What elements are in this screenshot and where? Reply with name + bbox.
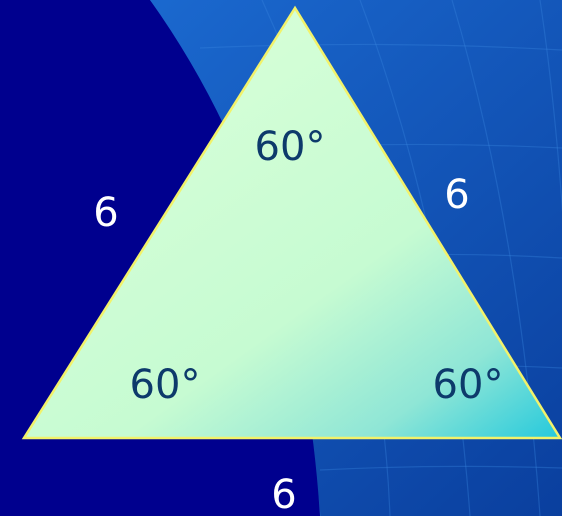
side-label-right: 6 (444, 172, 469, 218)
equilateral-triangle (21, 5, 562, 440)
angle-label-bottom-right: 60° (433, 362, 504, 408)
angle-label-top: 60° (255, 124, 326, 170)
angle-label-bottom-left: 60° (130, 362, 201, 408)
side-label-bottom: 6 (271, 472, 296, 516)
side-label-left: 6 (93, 190, 118, 236)
